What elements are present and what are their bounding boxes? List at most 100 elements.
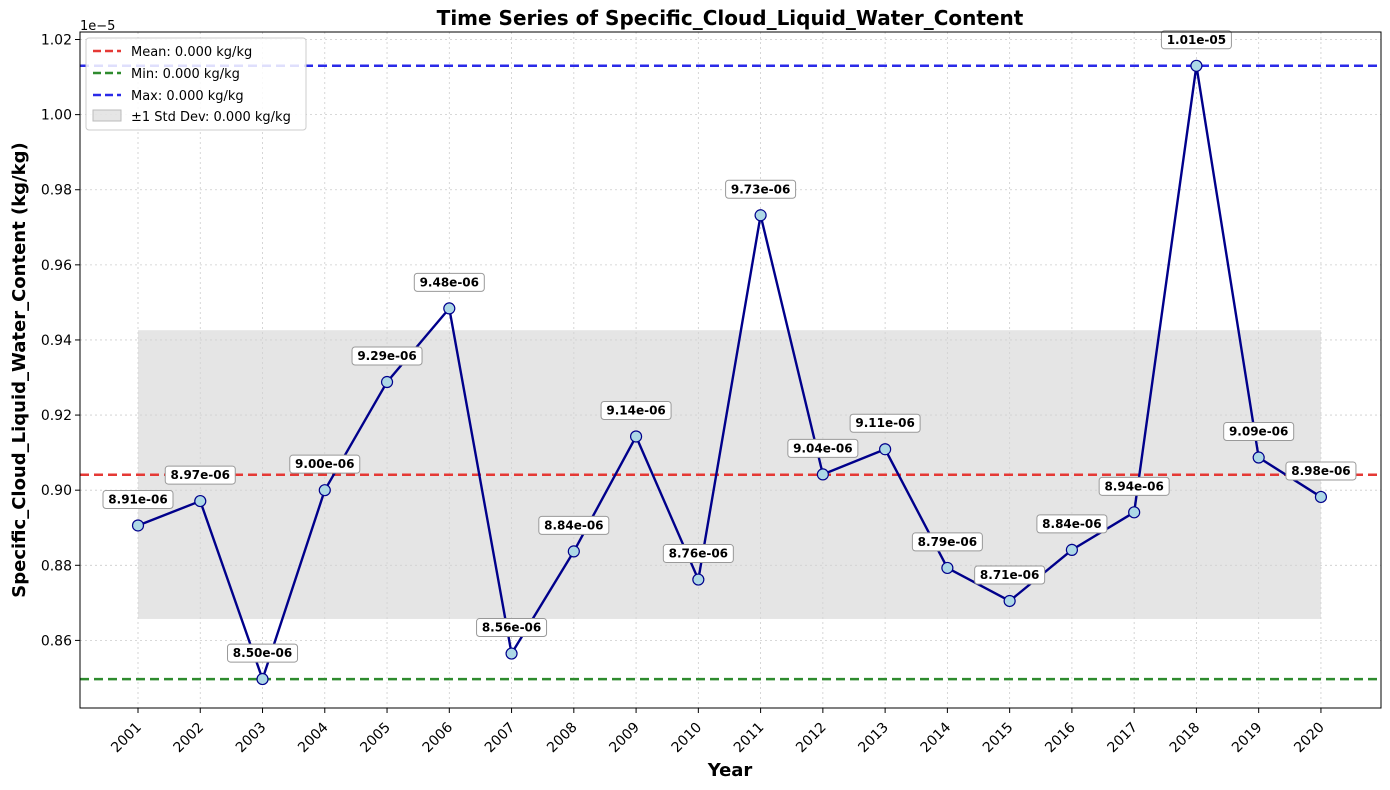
data-point: [629, 430, 643, 443]
x-tick-label: 2003: [233, 720, 270, 757]
data-point: [754, 209, 767, 222]
data-point: [380, 375, 394, 389]
point-label-box: [102, 489, 174, 509]
point-label-box: [849, 413, 921, 433]
legend-mean-label: Mean: 0.000 kg/kg: [131, 45, 252, 60]
point-label: 8.71e-06: [980, 568, 1039, 582]
data-point: [879, 443, 892, 456]
point-label: 8.84e-06: [1042, 517, 1101, 531]
point-label-box: [1223, 422, 1295, 442]
x-tick-label: 2002: [171, 720, 208, 757]
x-axis-label: Year: [707, 760, 753, 781]
point-label: 9.09e-06: [1229, 425, 1288, 439]
point-label: 9.14e-06: [606, 403, 665, 417]
legend-max-label: Max: 0.000 kg/kg: [131, 89, 244, 104]
point-label: 9.11e-06: [855, 416, 914, 430]
point-label-box: [289, 454, 361, 474]
point-label-box: [1160, 30, 1232, 50]
data-point: [567, 545, 580, 558]
point-label: 8.56e-06: [482, 621, 541, 635]
x-axis: 2001 2002 2003 2004 2005 2006 2007 2008 2009 2010…: [108, 708, 1328, 757]
point-label-box: [538, 515, 610, 535]
data-point: [1065, 543, 1079, 556]
data-point: [505, 647, 518, 660]
x-tick-label: 2009: [606, 720, 643, 757]
point-label-box: [600, 400, 672, 420]
x-tick-label: 2014: [918, 719, 955, 756]
x-tick-label: 2013: [855, 720, 892, 757]
x-tick-label: 2006: [420, 719, 457, 756]
point-label-box: [413, 272, 485, 292]
x-tick-label: 2017: [1104, 720, 1141, 757]
data-point: [1252, 451, 1265, 464]
point-label: 8.79e-06: [918, 535, 977, 549]
y-tick-label: 0.94: [41, 333, 72, 349]
legend-min-label: Min: 0.000 kg/kg: [131, 67, 240, 82]
point-label: 8.97e-06: [171, 468, 230, 482]
legend-std-swatch: [92, 109, 122, 122]
point-label-box: [476, 618, 548, 638]
data-point: [1190, 59, 1203, 72]
y-tick-label: 1.00: [41, 108, 72, 124]
point-label-box: [787, 438, 859, 458]
y-tick-label: 0.86: [41, 633, 72, 649]
x-tick-label: 2004: [295, 719, 332, 756]
data-point: [816, 468, 829, 481]
point-label: 1.01e-05: [1167, 33, 1226, 47]
data-point: [1003, 594, 1016, 608]
x-tick-label: 2015: [980, 720, 1017, 757]
y-axis-label: Specific_Cloud_Liquid_Water_Content (kg/…: [9, 142, 30, 597]
x-tick-label: 2012: [793, 720, 830, 757]
y-axis: 0.86 0.88 0.90 0.92 0.94 0.96 0.98 1.00 1.02: [41, 33, 80, 649]
point-label: 8.94e-06: [1104, 479, 1163, 493]
point-label: 8.50e-06: [233, 646, 292, 660]
point-label: 9.29e-06: [357, 349, 416, 363]
point-label-box: [1285, 461, 1357, 481]
point-label-box: [1098, 476, 1170, 496]
data-point: [941, 561, 954, 575]
data-point: [131, 519, 145, 532]
point-label: 8.91e-06: [108, 492, 167, 506]
data-point: [256, 672, 269, 686]
data-point: [692, 573, 705, 586]
point-label-box: [1036, 514, 1108, 534]
x-tick-label: 2008: [544, 720, 581, 757]
x-tick-label: 2018: [1167, 720, 1204, 757]
point-label: 9.73e-06: [731, 182, 790, 196]
data-point: [318, 484, 331, 497]
point-label: 8.98e-06: [1291, 464, 1350, 478]
y-axis-offset-text: 1e−5: [80, 19, 115, 34]
data-point: [194, 494, 207, 508]
x-tick-label: 2011: [731, 720, 768, 757]
y-tick-label: 0.98: [41, 183, 72, 199]
point-label: 9.04e-06: [793, 441, 852, 455]
point-label-box: [227, 643, 299, 663]
x-tick-label: 2020: [1291, 720, 1328, 757]
point-label-box: [351, 346, 423, 366]
point-label: 9.00e-06: [295, 457, 354, 471]
y-tick-label: 0.90: [41, 483, 72, 499]
x-tick-label: 2016: [1042, 719, 1079, 756]
plot-frame: [79, 31, 1382, 709]
data-point: [443, 302, 456, 315]
point-label-box: [725, 179, 797, 199]
y-tick-label: 1.02: [41, 33, 72, 49]
data-point: [1128, 506, 1141, 519]
x-tick-label: 2007: [482, 720, 519, 757]
legend: Mean: 0.000 kg/kg Min: 0.000 kg/kg Max: …: [85, 37, 307, 131]
point-label-box: [662, 544, 734, 564]
x-tick-label: 2019: [1229, 720, 1266, 757]
point-label: 8.76e-06: [669, 547, 728, 561]
x-tick-label: 2005: [357, 720, 394, 757]
point-label: 8.84e-06: [544, 518, 603, 532]
x-tick-label: 2010: [669, 720, 706, 757]
y-tick-label: 0.96: [41, 258, 72, 274]
y-tick-label: 0.88: [41, 558, 72, 574]
y-tick-label: 0.92: [41, 408, 72, 424]
point-labels: 8.91e-06 8.97e-06 8.50e-06 9.00e-06 9.29e-06…: [102, 30, 1357, 663]
point-label-box: [164, 465, 236, 485]
point-label: 9.48e-06: [420, 275, 479, 289]
chart-title: Time Series of Specific_Cloud_Liquid_Wat…: [437, 6, 1024, 30]
legend-std-label: ±1 Std Dev: 0.000 kg/kg: [131, 110, 291, 125]
